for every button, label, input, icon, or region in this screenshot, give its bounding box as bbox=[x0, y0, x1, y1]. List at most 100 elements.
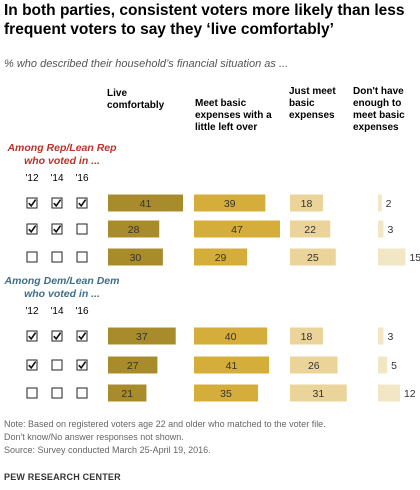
checkbox bbox=[76, 223, 88, 235]
note-line: Note: Based on registered voters age 22 … bbox=[4, 419, 326, 429]
year-label: '14 bbox=[50, 306, 63, 317]
data-label: 12 bbox=[404, 388, 416, 400]
checkbox bbox=[51, 330, 63, 342]
column-header: expenses bbox=[353, 122, 399, 133]
data-label: 3 bbox=[387, 331, 393, 343]
data-label: 25 bbox=[307, 252, 319, 264]
check-icon bbox=[28, 361, 37, 370]
check-icon bbox=[78, 361, 87, 370]
data-label: 39 bbox=[224, 198, 236, 210]
data-label: 35 bbox=[220, 388, 232, 400]
checkbox bbox=[51, 359, 63, 371]
data-label: 15 bbox=[409, 252, 420, 264]
bar bbox=[194, 356, 270, 374]
checkbox bbox=[76, 359, 88, 371]
pew-research-center-label: PEW RESEARCH CENTER bbox=[4, 472, 121, 482]
checkbox bbox=[26, 330, 38, 342]
bar bbox=[194, 248, 248, 266]
data-label: 27 bbox=[127, 360, 139, 372]
column-header: little left over bbox=[195, 122, 257, 133]
bar bbox=[194, 220, 281, 238]
bar bbox=[378, 248, 406, 266]
data-label: 21 bbox=[121, 388, 133, 400]
column-header: Just meet bbox=[289, 86, 336, 97]
column-header: Meet basic bbox=[195, 98, 247, 109]
group-label: Among Rep/Lean Rep bbox=[6, 142, 117, 154]
bar bbox=[108, 356, 158, 374]
bar bbox=[378, 384, 400, 402]
checkbox bbox=[26, 359, 38, 371]
column-header: enough to bbox=[353, 98, 401, 109]
check-icon bbox=[78, 199, 87, 208]
checkbox bbox=[76, 197, 88, 209]
checkbox bbox=[51, 223, 63, 235]
year-label: '12 bbox=[25, 306, 38, 317]
bar bbox=[290, 220, 331, 238]
column-header: expenses bbox=[289, 110, 335, 121]
group-label: who voted in ... bbox=[24, 288, 100, 300]
data-label: 2 bbox=[386, 198, 392, 210]
check-icon bbox=[53, 199, 62, 208]
checkbox bbox=[51, 387, 63, 399]
checkbox bbox=[51, 251, 63, 263]
data-label: 3 bbox=[387, 224, 393, 236]
column-header: Don't have bbox=[353, 86, 404, 97]
check-icon bbox=[53, 225, 62, 234]
data-label: 18 bbox=[301, 331, 313, 343]
check-icon bbox=[28, 225, 37, 234]
data-label: 22 bbox=[304, 224, 316, 236]
bar bbox=[290, 356, 338, 374]
data-label: 47 bbox=[231, 224, 243, 236]
source-line: Source: Survey conducted March 25-April … bbox=[4, 445, 211, 455]
bar bbox=[108, 384, 147, 402]
data-label: 26 bbox=[308, 360, 320, 372]
bar bbox=[108, 194, 184, 212]
bar bbox=[290, 384, 347, 402]
data-label: 40 bbox=[225, 331, 237, 343]
bar bbox=[194, 194, 266, 212]
bar bbox=[194, 327, 268, 345]
data-label: 29 bbox=[215, 252, 227, 264]
data-label: 18 bbox=[301, 198, 313, 210]
column-header: meet basic bbox=[353, 110, 405, 121]
checkbox bbox=[76, 330, 88, 342]
bar bbox=[290, 327, 323, 345]
group-label: Among Dem/Lean Dem bbox=[4, 275, 120, 287]
bar bbox=[290, 248, 336, 266]
year-label: '16 bbox=[75, 306, 88, 317]
check-icon bbox=[28, 332, 37, 341]
bar bbox=[378, 356, 388, 374]
chart-subtitle: % who described their household’s financ… bbox=[4, 58, 289, 70]
column-header: comfortably bbox=[107, 100, 165, 111]
bar bbox=[378, 327, 384, 345]
note-line: Don't know/No answer responses not shown… bbox=[4, 432, 184, 442]
bar bbox=[378, 220, 384, 238]
data-label: 28 bbox=[128, 224, 140, 236]
year-label: '16 bbox=[75, 173, 88, 184]
check-icon bbox=[78, 332, 87, 341]
check-icon bbox=[28, 199, 37, 208]
data-label: 37 bbox=[136, 331, 148, 343]
data-label: 41 bbox=[140, 198, 152, 210]
chart-title: In both parties, consistent voters more … bbox=[4, 2, 405, 38]
checkbox bbox=[76, 251, 88, 263]
group-label: who voted in ... bbox=[24, 155, 100, 167]
bar bbox=[290, 194, 323, 212]
bar bbox=[108, 248, 163, 266]
checkbox bbox=[51, 197, 63, 209]
year-label: '14 bbox=[50, 173, 63, 184]
data-label: 31 bbox=[313, 388, 325, 400]
data-label: 30 bbox=[130, 252, 142, 264]
bar bbox=[108, 220, 160, 238]
checkbox bbox=[26, 197, 38, 209]
checkbox bbox=[26, 223, 38, 235]
year-label: '12 bbox=[25, 173, 38, 184]
checkbox bbox=[26, 387, 38, 399]
bar bbox=[194, 384, 259, 402]
column-header: Live bbox=[107, 88, 127, 99]
check-icon bbox=[53, 332, 62, 341]
bar bbox=[108, 327, 176, 345]
bar bbox=[378, 194, 382, 212]
checkbox bbox=[26, 251, 38, 263]
